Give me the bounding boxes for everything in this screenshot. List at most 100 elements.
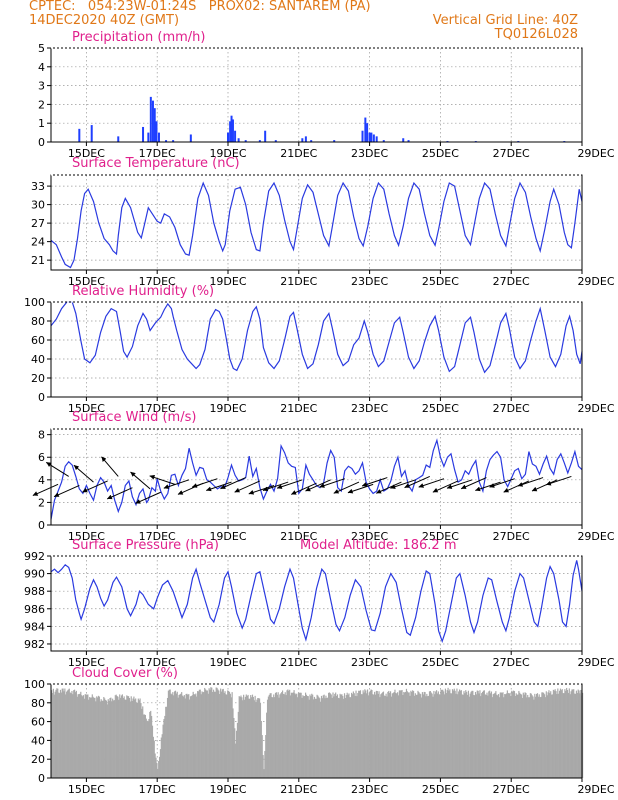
precip-bar bbox=[151, 100, 154, 142]
precip-bar bbox=[227, 132, 229, 142]
cloud-bar bbox=[481, 693, 483, 778]
cloud-bar bbox=[577, 689, 579, 778]
cloud-ytick-label: 60 bbox=[31, 716, 45, 729]
cloud-bar bbox=[307, 696, 309, 778]
cloud-bar bbox=[112, 698, 114, 778]
cloud-bar bbox=[141, 708, 143, 778]
cloud-bar bbox=[227, 690, 229, 778]
cloud-bar bbox=[302, 695, 304, 778]
cloud-xtick-label: 17DEC bbox=[139, 783, 176, 796]
cloud-bar bbox=[488, 691, 490, 778]
cloud-bar bbox=[420, 694, 422, 778]
precip-frame bbox=[50, 47, 583, 143]
cloud-bar bbox=[310, 696, 312, 778]
cloud-bar bbox=[176, 691, 178, 778]
cloud-bar bbox=[388, 690, 390, 778]
cloud-ytick-label: 80 bbox=[31, 697, 45, 710]
cloud-bar bbox=[213, 691, 216, 778]
cloud-bar bbox=[521, 697, 524, 778]
cloud-bar bbox=[505, 694, 507, 778]
cloud-bar bbox=[376, 690, 378, 778]
cloud-bar bbox=[270, 693, 272, 778]
precip-bar bbox=[149, 96, 152, 142]
cloud-bar bbox=[158, 761, 160, 778]
cloud-bar bbox=[572, 689, 574, 778]
cloud-bar bbox=[195, 693, 197, 778]
rh-xtick-label: 17DEC bbox=[139, 402, 176, 415]
cloud-bar bbox=[212, 689, 215, 778]
cloud-bar bbox=[417, 690, 419, 778]
cloud-bar bbox=[328, 692, 330, 778]
cloud-bar bbox=[428, 695, 430, 778]
cloud-bar bbox=[289, 695, 292, 778]
cloud-bar bbox=[328, 692, 331, 778]
cloud-bar bbox=[393, 692, 395, 778]
temp-ytick-label: 30 bbox=[31, 199, 45, 212]
cloud-bar bbox=[435, 690, 438, 778]
temp-xtick-label: 21DEC bbox=[280, 275, 317, 288]
wind-arrow-head bbox=[291, 490, 297, 495]
cloud-bar bbox=[170, 693, 172, 778]
wind-arrow-head bbox=[432, 487, 439, 493]
cloud-bar bbox=[51, 690, 53, 778]
cloud-bar bbox=[166, 706, 168, 778]
cloud-bar bbox=[412, 690, 414, 778]
cloud-bar bbox=[251, 697, 253, 778]
cloud-bar bbox=[398, 690, 400, 778]
cloud-bar bbox=[134, 699, 136, 778]
cloud-bar bbox=[115, 694, 117, 778]
cloud-bar bbox=[473, 694, 475, 778]
wind-arrow-head bbox=[319, 483, 325, 488]
cloud-bar bbox=[319, 698, 321, 778]
cloud-bar bbox=[423, 691, 425, 778]
wind-xtick-label: 19DEC bbox=[209, 530, 246, 543]
cloud-bar bbox=[507, 692, 509, 778]
cloud-bar bbox=[127, 696, 130, 778]
cloud-bar bbox=[173, 695, 175, 778]
cloud-bar bbox=[250, 695, 252, 778]
cloud-bar bbox=[96, 696, 98, 778]
cloud-bar bbox=[553, 690, 555, 778]
cloud-bar bbox=[337, 697, 339, 778]
precip-xtick-label: 25DEC bbox=[422, 147, 459, 160]
precip-bar bbox=[117, 136, 120, 142]
rh-panel: Relative Humidity (%) 0 20 40 60 80 100 15DEC 17… bbox=[24, 284, 615, 415]
cloud-bar bbox=[354, 695, 356, 778]
cloud-bar bbox=[193, 694, 195, 778]
cloud-bar bbox=[371, 689, 373, 778]
cloud-bar bbox=[525, 692, 527, 778]
wind-ytick-label: 2 bbox=[38, 496, 45, 509]
cloud-bar bbox=[544, 697, 547, 778]
cloud-bar bbox=[258, 698, 260, 778]
cloud-bar bbox=[220, 691, 223, 778]
cloud-bar bbox=[355, 690, 357, 778]
cloud-bar bbox=[169, 689, 171, 778]
cloud-bar bbox=[303, 696, 305, 778]
cloud-bar bbox=[537, 696, 539, 778]
cloud-bar bbox=[484, 694, 486, 778]
precip-bar bbox=[402, 138, 405, 142]
cloud-bar bbox=[144, 714, 146, 778]
cloud-bar bbox=[260, 720, 262, 778]
header-model-id: TQ0126L028 bbox=[494, 27, 578, 42]
cloud-bar bbox=[128, 697, 131, 778]
cloud-bar bbox=[444, 688, 447, 778]
cloud-bar bbox=[288, 690, 290, 778]
cloud-bar bbox=[160, 737, 162, 778]
cloud-bar bbox=[533, 699, 535, 778]
cloud-bar bbox=[71, 690, 73, 778]
cloud-bar bbox=[378, 691, 380, 778]
cloud-bar bbox=[158, 756, 161, 778]
cloud-bar bbox=[238, 696, 240, 778]
cloud-bar bbox=[489, 690, 491, 778]
cloud-bar bbox=[502, 692, 504, 778]
cloud-bar bbox=[133, 696, 135, 778]
cloud-bar bbox=[414, 693, 416, 778]
cloud-bar bbox=[332, 692, 334, 778]
cloud-bar bbox=[528, 697, 530, 778]
wind-panel: Surface Wind (m/s) 0 2 4 6 8 15DEC 17DEC 19DEC 21… bbox=[32, 410, 615, 543]
precip-ytick-label: 3 bbox=[38, 80, 45, 93]
cloud-bar bbox=[413, 695, 416, 778]
cloud-bar bbox=[517, 694, 519, 778]
